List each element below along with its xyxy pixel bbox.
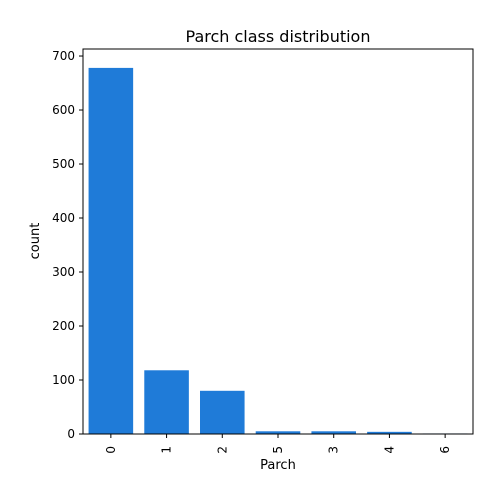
bar-3 bbox=[311, 431, 356, 434]
y-tick-label: 200 bbox=[52, 319, 75, 333]
x-tick-label: 4 bbox=[382, 446, 396, 454]
y-tick-label: 600 bbox=[52, 103, 75, 117]
x-tick-label: 0 bbox=[104, 446, 118, 454]
bar-2 bbox=[200, 390, 245, 434]
y-tick-label: 300 bbox=[52, 265, 75, 279]
x-tick-label: 2 bbox=[215, 446, 229, 454]
y-axis-label: count bbox=[28, 223, 43, 260]
y-tick-label: 0 bbox=[67, 427, 75, 441]
x-tick-label: 6 bbox=[438, 446, 452, 454]
y-tick-label: 500 bbox=[52, 157, 75, 171]
x-tick-label: 3 bbox=[327, 446, 341, 454]
bar-4 bbox=[367, 431, 412, 434]
bar-0 bbox=[88, 67, 134, 434]
x-axis-label: Parch bbox=[260, 458, 296, 473]
plot-frame bbox=[82, 48, 474, 435]
y-tick-label: 400 bbox=[52, 211, 75, 225]
bar-1 bbox=[144, 370, 189, 434]
y-tick-label: 100 bbox=[52, 373, 75, 387]
bars-group bbox=[88, 67, 468, 434]
x-axis-ticks: 0 1 2 5 3 4 6 bbox=[104, 434, 452, 454]
x-tick-label: 5 bbox=[271, 446, 285, 454]
bar-5 bbox=[255, 431, 301, 434]
chart-title: Parch class distribution bbox=[186, 27, 371, 46]
y-axis-ticks: 0 100 200 300 400 500 600 700 bbox=[52, 49, 83, 441]
x-tick-label: 1 bbox=[160, 446, 174, 454]
y-tick-label: 700 bbox=[52, 49, 75, 63]
